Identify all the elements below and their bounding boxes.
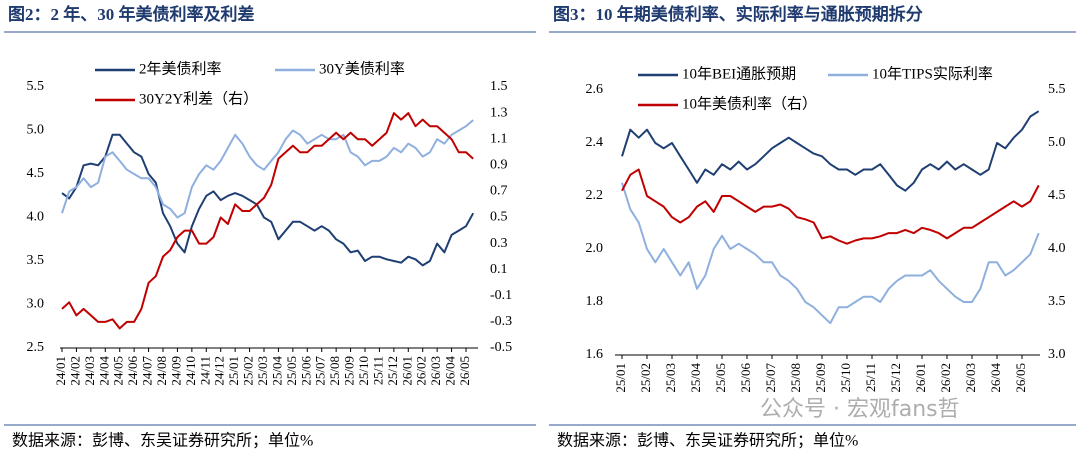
x-tick-label: 26/01 bbox=[399, 356, 414, 386]
x-tick-label: 25/05 bbox=[284, 356, 299, 386]
y2-tick-label: 4.5 bbox=[1048, 188, 1066, 203]
x-tick-label: 24/01 bbox=[53, 356, 68, 386]
x-tick-label: 25/08 bbox=[788, 363, 803, 393]
x-tick-label: 24/07 bbox=[140, 356, 155, 386]
x-tick-label: 26/04 bbox=[443, 356, 458, 386]
x-tick-label: 24/12 bbox=[212, 356, 227, 386]
y2-tick-label: 5.5 bbox=[1048, 82, 1066, 97]
y2-tick-label: 0.1 bbox=[490, 262, 508, 277]
legend-label: 10年BEI通胀预期 bbox=[682, 65, 796, 82]
y2-tick-label: -0.5 bbox=[490, 340, 512, 355]
watermark: 公众号 · 宏观fans哲 bbox=[760, 397, 960, 422]
x-tick-label: 26/03 bbox=[428, 356, 443, 386]
legend-label: 10年TIPS实际利率 bbox=[872, 65, 993, 82]
y-tick-label: 4.0 bbox=[27, 210, 45, 225]
x-tick-label: 25/11 bbox=[863, 363, 878, 392]
x-tick-label: 24/08 bbox=[154, 356, 169, 386]
series-line bbox=[621, 182, 1040, 325]
x-tick-label: 26/01 bbox=[913, 363, 928, 393]
x-tick-label: 24/02 bbox=[67, 356, 82, 386]
x-tick-label: 25/10 bbox=[356, 356, 371, 386]
y2-tick-label: 0.9 bbox=[490, 158, 508, 173]
y2-tick-label: 1.5 bbox=[490, 79, 508, 94]
x-tick-label: 24/06 bbox=[125, 356, 140, 386]
x-tick-label: 24/09 bbox=[168, 356, 183, 386]
x-tick-label: 24/03 bbox=[82, 356, 97, 386]
y-tick-label: 4.5 bbox=[27, 166, 45, 181]
legend-label: 10年美债利率（右） bbox=[682, 95, 817, 112]
y-tick-label: 3.0 bbox=[27, 297, 45, 312]
y2-tick-label: 3.5 bbox=[1048, 294, 1066, 309]
x-tick-label: 24/11 bbox=[197, 356, 212, 385]
y-tick-label: 2.6 bbox=[586, 82, 604, 97]
source-note: 数据来源：彭博、东吴证券研究所；单位% bbox=[557, 432, 858, 450]
legend-label: 2年美债利率 bbox=[139, 60, 222, 77]
x-tick-label: 24/04 bbox=[96, 356, 111, 386]
x-tick-label: 25/12 bbox=[888, 363, 903, 393]
y2-tick-label: 0.3 bbox=[490, 236, 508, 251]
source-note: 数据来源：彭博、东吴证券研究所；单位% bbox=[12, 432, 313, 450]
x-tick-label: 25/03 bbox=[663, 363, 678, 393]
x-tick-label: 25/07 bbox=[313, 356, 328, 386]
y2-tick-label: 0.5 bbox=[490, 210, 508, 225]
x-tick-label: 25/01 bbox=[226, 356, 241, 386]
y2-tick-label: 5.0 bbox=[1048, 135, 1066, 150]
y-tick-label: 5.5 bbox=[27, 79, 45, 94]
x-tick-label: 25/04 bbox=[269, 356, 284, 386]
x-tick-label: 26/04 bbox=[988, 363, 1003, 393]
x-tick-label: 25/02 bbox=[638, 363, 653, 393]
series-line bbox=[61, 133, 475, 267]
y-tick-label: 1.6 bbox=[586, 347, 604, 362]
y2-tick-label: 4.0 bbox=[1048, 241, 1066, 256]
x-tick-label: 25/04 bbox=[688, 363, 703, 393]
y2-tick-label: 0.7 bbox=[490, 184, 508, 199]
y2-tick-label: 3.0 bbox=[1048, 347, 1066, 362]
x-tick-label: 25/06 bbox=[298, 356, 313, 386]
legend-label: 30Y2Y利差（右） bbox=[139, 90, 258, 107]
y-tick-label: 1.8 bbox=[586, 294, 604, 309]
x-tick-label: 24/05 bbox=[111, 356, 126, 386]
y-tick-label: 2.0 bbox=[586, 241, 604, 256]
y2-tick-label: -0.1 bbox=[490, 288, 512, 303]
y-tick-label: 5.0 bbox=[27, 123, 45, 138]
legend-label: 30Y美债利率 bbox=[319, 60, 405, 77]
series-line bbox=[61, 112, 474, 330]
x-tick-label: 25/03 bbox=[255, 356, 270, 386]
x-tick-label: 24/10 bbox=[183, 356, 198, 386]
x-tick-label: 25/09 bbox=[813, 363, 828, 393]
x-tick-label: 26/05 bbox=[1013, 363, 1028, 393]
y2-tick-label: -0.3 bbox=[490, 314, 512, 329]
y-tick-label: 2.4 bbox=[586, 135, 604, 150]
y-tick-label: 2.2 bbox=[586, 188, 604, 203]
series-line bbox=[61, 119, 474, 219]
series-line bbox=[621, 110, 1040, 192]
x-tick-label: 25/01 bbox=[613, 363, 628, 393]
y-tick-label: 2.5 bbox=[27, 340, 45, 355]
x-tick-label: 25/06 bbox=[738, 363, 753, 393]
x-tick-label: 25/08 bbox=[327, 356, 342, 386]
x-tick-label: 25/07 bbox=[763, 363, 778, 393]
y2-tick-label: 1.1 bbox=[490, 131, 508, 146]
x-tick-label: 25/09 bbox=[342, 356, 357, 386]
x-tick-label: 25/02 bbox=[241, 356, 256, 386]
x-tick-label: 26/05 bbox=[457, 356, 472, 386]
x-tick-label: 26/02 bbox=[414, 356, 429, 386]
chart-title: 图3：10 年期美债利率、实际利率与通胀预期拆分 bbox=[553, 4, 923, 24]
x-tick-label: 26/03 bbox=[963, 363, 978, 393]
x-tick-label: 26/02 bbox=[938, 363, 953, 393]
y-tick-label: 3.5 bbox=[27, 253, 45, 268]
x-tick-label: 25/11 bbox=[370, 356, 385, 385]
series-line bbox=[621, 168, 1040, 245]
x-tick-label: 25/10 bbox=[838, 363, 853, 393]
x-tick-label: 25/05 bbox=[713, 363, 728, 393]
chart-title: 图2：2 年、30 年美债利率及利差 bbox=[8, 4, 255, 24]
x-tick-label: 25/12 bbox=[385, 356, 400, 386]
y2-tick-label: 1.3 bbox=[490, 105, 508, 120]
